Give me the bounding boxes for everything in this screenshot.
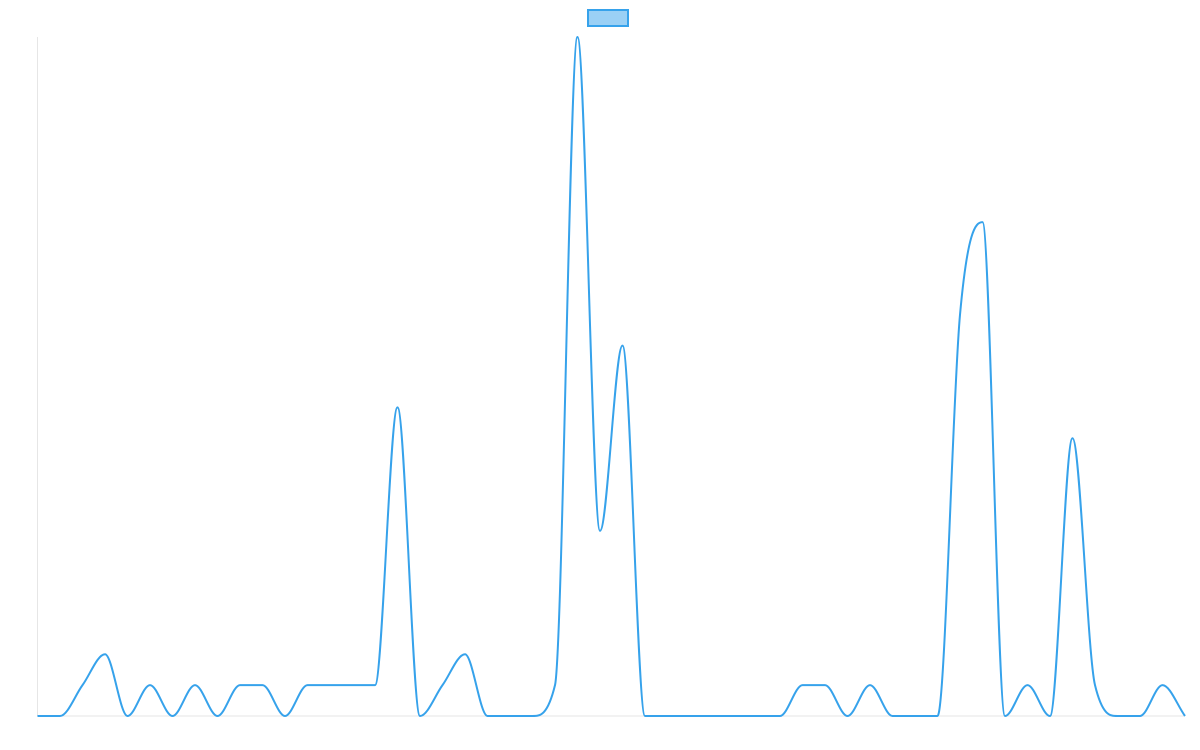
data-point <box>575 34 581 40</box>
data-point <box>822 682 828 688</box>
data-point <box>980 219 986 225</box>
data-point <box>147 682 153 688</box>
data-point <box>867 682 873 688</box>
data-point <box>1047 713 1053 719</box>
data-point <box>642 713 648 719</box>
data-point <box>440 682 446 688</box>
data-point <box>462 651 468 657</box>
data-point <box>710 713 716 719</box>
data-point <box>552 682 558 688</box>
data-point <box>957 312 963 318</box>
data-point <box>777 713 783 719</box>
data-point <box>530 713 536 719</box>
data-point <box>1182 713 1188 719</box>
data-point <box>260 682 266 688</box>
data-point <box>800 682 806 688</box>
series-layer <box>37 36 1186 717</box>
data-point <box>192 682 198 688</box>
data-point <box>305 682 311 688</box>
data-point <box>1115 713 1121 719</box>
data-point <box>507 713 513 719</box>
data-point <box>215 713 221 719</box>
data-point <box>845 713 851 719</box>
data-point <box>350 682 356 688</box>
data-point <box>912 713 918 719</box>
data-point <box>687 713 693 719</box>
data-point <box>1092 682 1098 688</box>
data-point <box>665 713 671 719</box>
data-point <box>1137 713 1143 719</box>
data-point <box>237 682 243 688</box>
data-point <box>372 682 378 688</box>
data-point <box>417 713 423 719</box>
data-point <box>125 713 131 719</box>
data-point <box>620 343 626 349</box>
data-point <box>1160 682 1166 688</box>
series-line <box>37 36 1186 717</box>
data-point <box>1070 435 1076 441</box>
data-point <box>1025 682 1031 688</box>
data-point <box>57 713 63 719</box>
data-point <box>755 713 761 719</box>
data-point <box>935 713 941 719</box>
data-point <box>170 713 176 719</box>
data-point <box>732 713 738 719</box>
data-point <box>282 713 288 719</box>
legend <box>587 9 629 27</box>
legend-swatch[interactable] <box>587 9 629 27</box>
data-point <box>1002 713 1008 719</box>
data-points <box>35 34 1189 719</box>
data-point <box>102 651 108 657</box>
data-point <box>890 713 896 719</box>
data-point <box>485 713 491 719</box>
data-point <box>80 682 86 688</box>
data-point <box>395 404 401 410</box>
data-point <box>327 682 333 688</box>
data-point <box>35 713 41 719</box>
data-point <box>597 528 603 534</box>
axes <box>37 37 1185 717</box>
